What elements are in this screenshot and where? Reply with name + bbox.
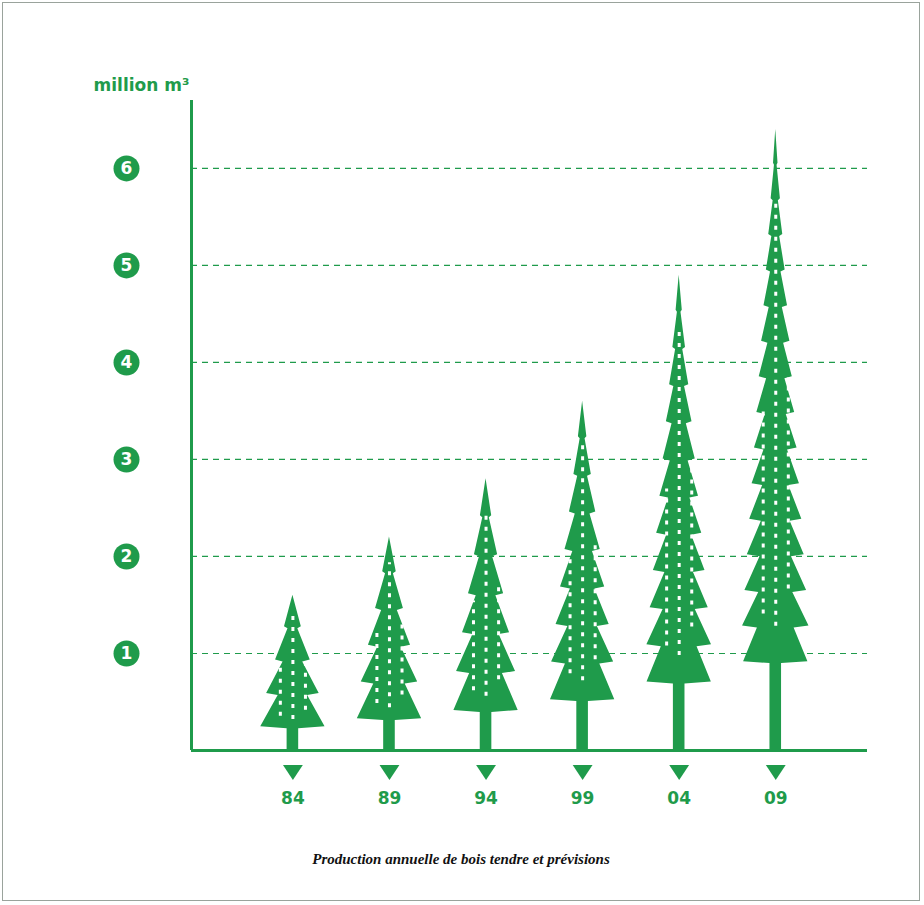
svg-text:million m³: million m³ <box>94 75 190 95</box>
svg-text:4: 4 <box>121 352 133 372</box>
svg-text:94: 94 <box>474 788 498 808</box>
svg-text:99: 99 <box>571 788 595 808</box>
svg-text:84: 84 <box>281 788 305 808</box>
svg-text:1: 1 <box>121 643 133 663</box>
svg-text:5: 5 <box>121 255 133 275</box>
svg-text:6: 6 <box>121 158 133 178</box>
svg-text:04: 04 <box>667 788 691 808</box>
html-text:Production annuelle de bois te: Production annuelle de bois tendre et pr… <box>312 851 610 867</box>
svg-text:2: 2 <box>121 546 133 566</box>
svg-text:09: 09 <box>764 788 788 808</box>
svg-text:89: 89 <box>378 788 402 808</box>
svg-text:3: 3 <box>121 449 133 469</box>
